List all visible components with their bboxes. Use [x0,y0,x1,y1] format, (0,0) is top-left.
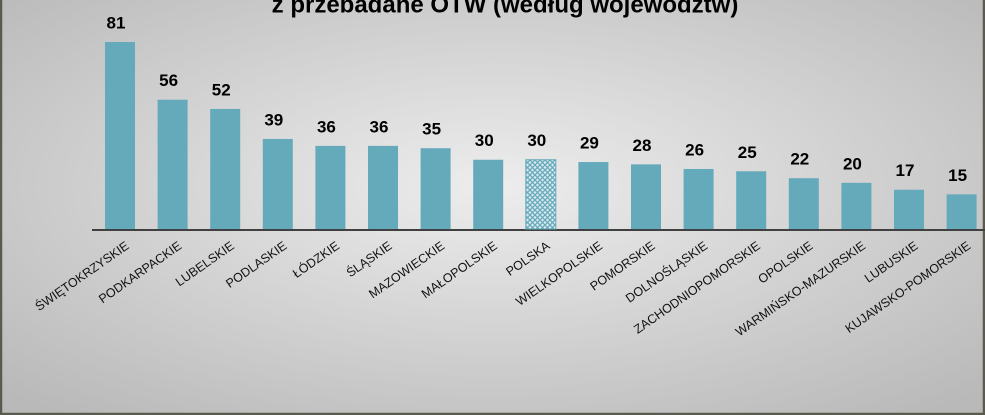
value-label: 39 [264,110,283,129]
value-label: 81 [107,13,126,32]
value-label: 30 [475,131,494,150]
value-label: 17 [896,161,915,180]
bar [525,159,557,230]
bar [894,189,924,229]
bar [368,145,398,229]
value-label: 15 [948,166,967,185]
bar [473,159,504,229]
bar [683,168,714,229]
value-label: 30 [527,131,546,150]
value-label: 22 [790,150,809,169]
value-label: 36 [317,117,336,136]
value-label: 56 [159,71,178,90]
bar [315,145,346,229]
value-label: 29 [580,134,599,153]
value-label: 20 [843,154,862,173]
bar [631,164,661,229]
bar [262,138,293,229]
bar [788,178,819,229]
value-label: 52 [212,80,231,99]
value-label: 25 [738,143,757,162]
bar [946,194,977,229]
value-label: 26 [685,140,704,159]
bar [157,99,188,229]
bar [841,182,872,229]
bar [210,108,241,229]
bar [420,148,451,229]
bar [736,171,767,229]
bar [578,162,609,229]
value-label: 28 [633,136,652,155]
chart-title: z przebadane OTW (według województw) [272,0,739,18]
value-label: 36 [370,117,389,136]
bar [105,42,135,229]
value-label: 35 [422,120,441,139]
